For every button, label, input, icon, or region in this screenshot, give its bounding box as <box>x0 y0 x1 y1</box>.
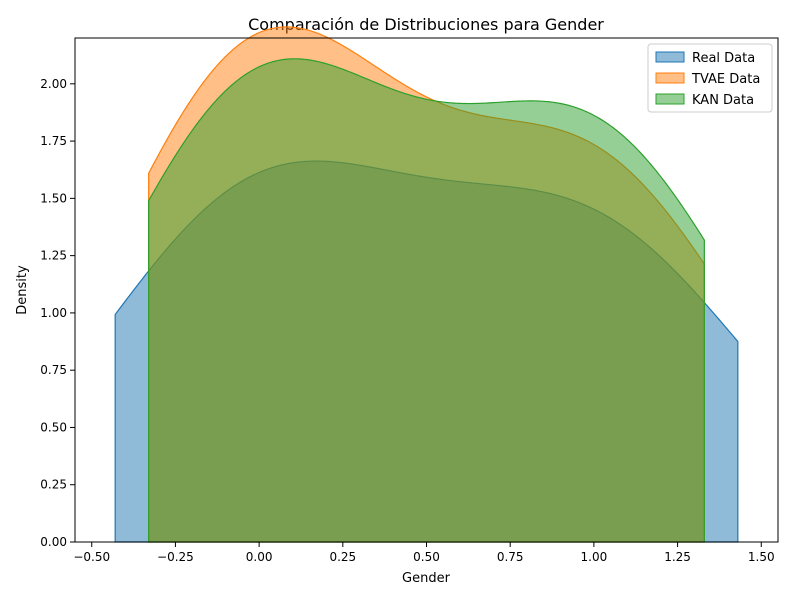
x-tick-label: 0.00 <box>246 550 273 564</box>
y-tick-label: 1.00 <box>40 306 67 320</box>
y-axis-label: Density <box>15 265 30 315</box>
y-tick-label: 1.50 <box>40 191 67 205</box>
x-axis: −0.50 −0.25 0.00 0.25 0.50 0.75 1.00 1.25 1.50 <box>73 542 775 564</box>
x-tick-label: −0.50 <box>73 550 110 564</box>
x-tick-label: 0.50 <box>413 550 440 564</box>
plot-frame <box>74 37 779 543</box>
y-axis: 0.00 0.25 0.50 0.75 1.00 1.25 1.50 1.75 2.00 <box>40 77 75 549</box>
y-tick-label: 0.75 <box>40 363 67 377</box>
x-tick-label: 1.25 <box>664 550 691 564</box>
series-area-3 <box>148 58 705 543</box>
y-tick-label: 0.00 <box>40 535 67 549</box>
x-tick-label: −0.25 <box>157 550 194 564</box>
x-axis-label: Gender <box>402 571 451 586</box>
y-tick-label: 0.50 <box>40 420 67 434</box>
legend: Real Data TVAE Data KAN Data <box>647 43 773 113</box>
y-tick-label: 0.25 <box>40 478 67 492</box>
chart-title: Comparación de Distribuciones para Gende… <box>248 15 604 34</box>
legend-label-3: KAN Data <box>692 93 754 108</box>
x-tick-label: 0.25 <box>329 550 356 564</box>
legend-swatch-2 <box>655 72 685 84</box>
legend-swatch-1 <box>655 51 685 63</box>
legend-label-1: Real Data <box>692 51 755 66</box>
y-tick-label: 1.25 <box>40 249 67 263</box>
x-tick-label: 1.00 <box>581 550 608 564</box>
y-tick-label: 2.00 <box>40 77 67 91</box>
x-tick-label: 1.50 <box>748 550 775 564</box>
y-tick-label: 1.75 <box>40 134 67 148</box>
x-tick-label: 0.75 <box>497 550 524 564</box>
legend-swatch-3 <box>655 93 685 105</box>
plot-area <box>114 26 739 543</box>
legend-label-2: TVAE Data <box>691 72 760 87</box>
